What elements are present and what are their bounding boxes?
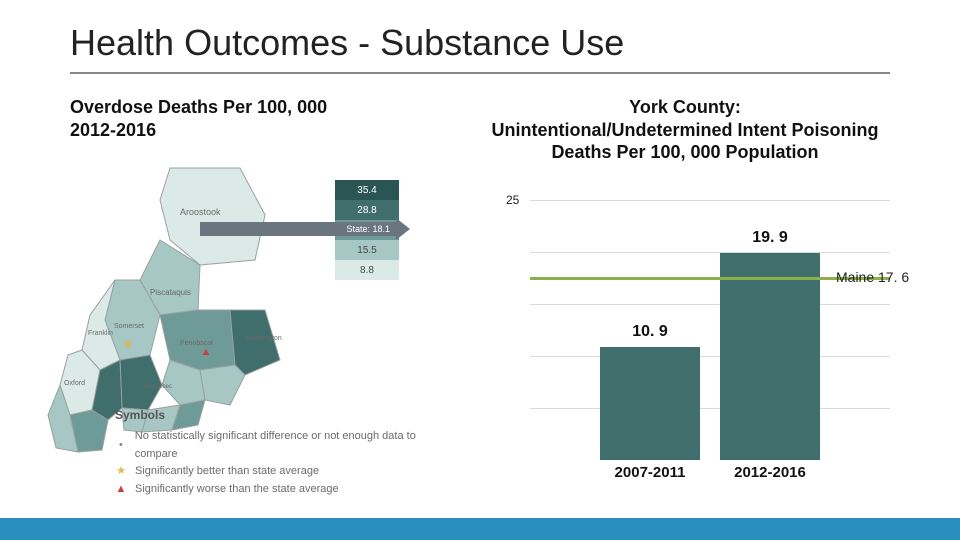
reference-line-label: Maine 17. 6 [836,269,909,285]
symbols-title: Symbols [115,408,455,422]
bar-chart: 2510. 919. 9Maine 17. 6 2007-20112012-20… [530,200,890,490]
state-arrow-label: State: 18.1 [346,224,390,234]
gridline [530,200,890,201]
worse-marker-icon: ▲ [201,346,212,358]
better-icon: ★ [115,463,127,481]
symbols-legend: Symbols • No statistically significant di… [115,408,455,498]
title-rule [70,72,890,74]
symbol-row: • No statistically significant difference… [115,428,455,463]
legend-swatch: 15.5 [335,240,399,260]
county-kennebec [120,355,162,410]
symbol-row: ★ Significantly better than state average [115,463,455,481]
bar-value-label: 19. 9 [720,229,820,247]
none-icon: • [115,437,127,455]
symbol-text: No statistically significant difference … [135,428,455,463]
county-label: Oxford [64,380,85,387]
x-category-label: 2012-2016 [710,464,830,481]
gridline [530,304,890,305]
arrow-head-icon [396,218,410,240]
county-label: Franklin [88,330,113,337]
bar [600,347,700,460]
symbol-text: Significantly better than state average [135,463,319,481]
y-axis-label: 25 [506,193,519,207]
page-title: Health Outcomes - Substance Use [70,22,624,64]
left-subtitle: Overdose Deaths Per 100, 000 2012-2016 [70,96,400,141]
left-subtitle-l1: Overdose Deaths Per 100, 000 [70,96,400,119]
x-category-label: 2007-2011 [590,464,710,481]
county-label: Somerset [114,323,144,330]
legend-swatch: 8.8 [335,260,399,280]
county-hancock [200,365,245,405]
bar [720,253,820,460]
right-subtitle-l1: York County: [470,96,900,119]
right-subtitle: York County: Unintentional/Undetermined … [470,96,900,164]
county-label: Kennebec [145,384,172,390]
slide: { "title": "Health Outcomes - Substance … [0,0,960,540]
bar-value-label: 10. 9 [600,323,700,341]
worse-icon: ▲ [115,481,127,499]
state-arrow-bar: State: 18.1 [200,222,396,236]
better-marker-icon: ★ [123,337,134,351]
state-average-arrow: State: 18.1 [200,218,410,240]
gridline [530,252,890,253]
legend-swatch: 35.4 [335,180,399,200]
left-subtitle-l2: 2012-2016 [70,119,400,142]
symbol-text: Significantly worse than the state avera… [135,481,339,499]
county-label: Piscataquis [150,288,191,297]
county-label: Washington [245,335,282,342]
county-washington [230,310,280,375]
symbol-row: ▲ Significantly worse than the state aver… [115,481,455,499]
county-label: Aroostook [180,207,221,217]
legend-swatch: 28.8 [335,200,399,220]
gridline [530,356,890,357]
symbols-rows: • No statistically significant difference… [115,428,455,498]
right-subtitle-l2: Unintentional/Undetermined Intent Poison… [470,119,900,142]
right-subtitle-l3: Deaths Per 100, 000 Population [470,141,900,164]
chart-plot: 2510. 919. 9Maine 17. 6 [530,200,890,460]
gridline [530,408,890,409]
footer-bar [0,518,960,540]
